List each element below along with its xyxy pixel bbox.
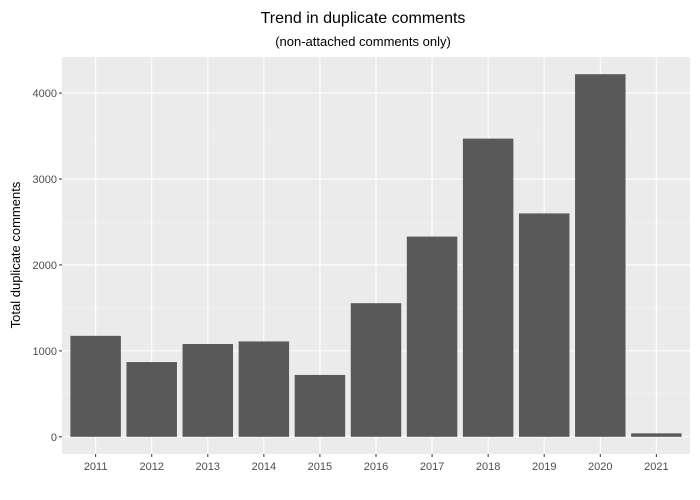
x-tick-label: 2017 <box>420 461 444 473</box>
bar <box>238 341 290 437</box>
y-axis-title: Total duplicate comments <box>8 181 23 328</box>
x-tick-label: 2011 <box>84 461 108 473</box>
y-tick-label: 4000 <box>33 88 57 100</box>
bar <box>182 344 234 437</box>
y-tick-label: 0 <box>51 432 57 444</box>
x-tick-label: 2013 <box>196 461 220 473</box>
x-tick-label: 2014 <box>252 461 276 473</box>
bar <box>462 138 514 437</box>
x-tick-label: 2012 <box>139 461 163 473</box>
y-tick-label: 3000 <box>33 174 57 186</box>
x-tick-label: 2020 <box>588 461 612 473</box>
x-tick-label: 2021 <box>644 461 668 473</box>
bars <box>70 74 682 437</box>
x-tick-label: 2018 <box>476 461 500 473</box>
bar <box>70 335 121 437</box>
bar <box>631 433 682 437</box>
bar <box>518 213 570 437</box>
x-tick-label: 2019 <box>532 461 556 473</box>
y-tick-label: 2000 <box>33 260 57 272</box>
x-tick-label: 2016 <box>364 461 388 473</box>
y-axis: 0 1000 2000 3000 4000 <box>33 88 62 444</box>
bar <box>350 303 402 437</box>
bar <box>575 74 626 437</box>
bar <box>294 374 346 437</box>
chart-title: Trend in duplicate comments <box>261 10 466 27</box>
x-axis: 2011 2012 2013 2014 2015 2016 2017 2018 2019 2020… <box>84 454 669 473</box>
bar <box>406 236 458 437</box>
chart-subtitle: (non-attached comments only) <box>275 34 451 49</box>
y-tick-label: 1000 <box>33 346 57 358</box>
x-tick-label: 2015 <box>308 461 332 473</box>
bar <box>126 362 177 437</box>
